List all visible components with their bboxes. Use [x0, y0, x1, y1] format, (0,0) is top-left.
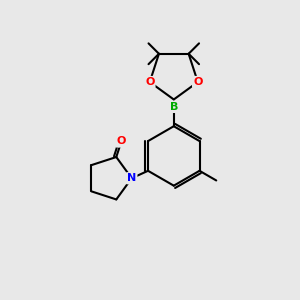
Text: O: O: [117, 136, 126, 146]
Text: O: O: [193, 77, 203, 87]
Text: O: O: [145, 77, 154, 87]
Text: B: B: [169, 102, 178, 112]
Text: N: N: [127, 173, 136, 183]
